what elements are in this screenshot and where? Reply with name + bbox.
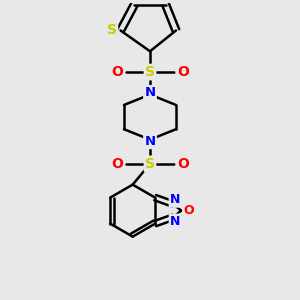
- Text: N: N: [144, 86, 156, 99]
- Text: O: O: [177, 65, 189, 79]
- Text: O: O: [111, 157, 123, 171]
- Text: O: O: [184, 204, 194, 217]
- Text: N: N: [170, 215, 180, 228]
- Text: S: S: [107, 23, 117, 38]
- Text: S: S: [145, 65, 155, 79]
- Text: O: O: [111, 65, 123, 79]
- Text: S: S: [145, 157, 155, 171]
- Text: N: N: [144, 135, 156, 148]
- Text: N: N: [170, 194, 180, 206]
- Text: O: O: [177, 157, 189, 171]
